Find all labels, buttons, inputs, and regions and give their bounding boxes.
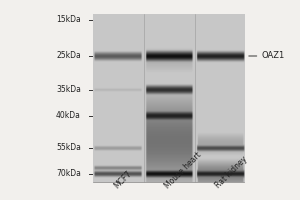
Text: 35kDa: 35kDa [56,85,81,94]
Text: OAZ1: OAZ1 [261,51,284,60]
Text: 55kDa: 55kDa [56,144,81,152]
Bar [93,14,244,182]
Text: 40kDa: 40kDa [56,112,81,120]
Text: MCF7: MCF7 [112,169,134,190]
Text: Mouse heart: Mouse heart [163,150,203,190]
Text: Rat kidney: Rat kidney [214,155,250,190]
Text: 15kDa: 15kDa [56,16,81,24]
Text: 25kDa: 25kDa [56,51,81,60]
Text: 70kDa: 70kDa [56,170,81,178]
